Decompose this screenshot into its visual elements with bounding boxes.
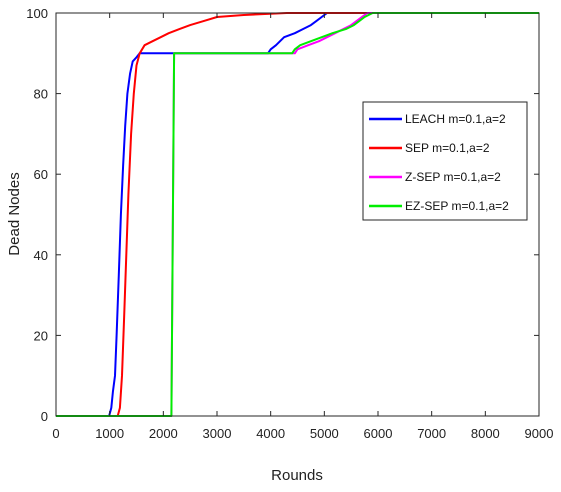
- legend-label-4: EZ-SEP m=0.1,a=2: [405, 199, 509, 213]
- x-tick-label: 6000: [364, 426, 393, 441]
- x-tick-label: 0: [52, 426, 59, 441]
- series-line-1: [56, 12, 539, 417]
- y-tick-label: 80: [34, 87, 48, 102]
- legend-label-1: LEACH m=0.1,a=2: [405, 112, 506, 126]
- series-line-2: [56, 12, 539, 417]
- legend: LEACH m=0.1,a=2 SEP m=0.1,a=2 Z-SEP m=0.1,…: [362, 101, 528, 221]
- y-tick-label: 0: [41, 409, 48, 424]
- x-tick-label: 3000: [203, 426, 232, 441]
- legend-label-2: SEP m=0.1,a=2: [405, 141, 490, 155]
- x-tick-label: 7000: [417, 426, 446, 441]
- x-tick-label: 9000: [525, 426, 554, 441]
- y-tick-label: 20: [34, 328, 48, 343]
- series-layer: [56, 12, 539, 417]
- x-tick-label: 2000: [149, 426, 178, 441]
- y-tick-label: 60: [34, 167, 48, 182]
- x-tick-label: 1000: [95, 426, 124, 441]
- legend-label-3: Z-SEP m=0.1,a=2: [405, 170, 501, 184]
- y-axis-label: Dead Nodes: [6, 172, 23, 255]
- y-tick-label: 100: [26, 6, 48, 21]
- x-axis-label: Rounds: [271, 467, 323, 484]
- plot-frame: [55, 12, 540, 417]
- x-tick-label: 5000: [310, 426, 339, 441]
- legend-box: [362, 101, 528, 221]
- tick-layer: 0 1000 2000 3000 4000 5000 6000 7000 8000 9000 0 20…: [26, 6, 553, 441]
- x-tick-label: 4000: [256, 426, 285, 441]
- y-tick-label: 40: [34, 248, 48, 263]
- x-tick-label: 8000: [471, 426, 500, 441]
- series-line-4: [56, 12, 539, 417]
